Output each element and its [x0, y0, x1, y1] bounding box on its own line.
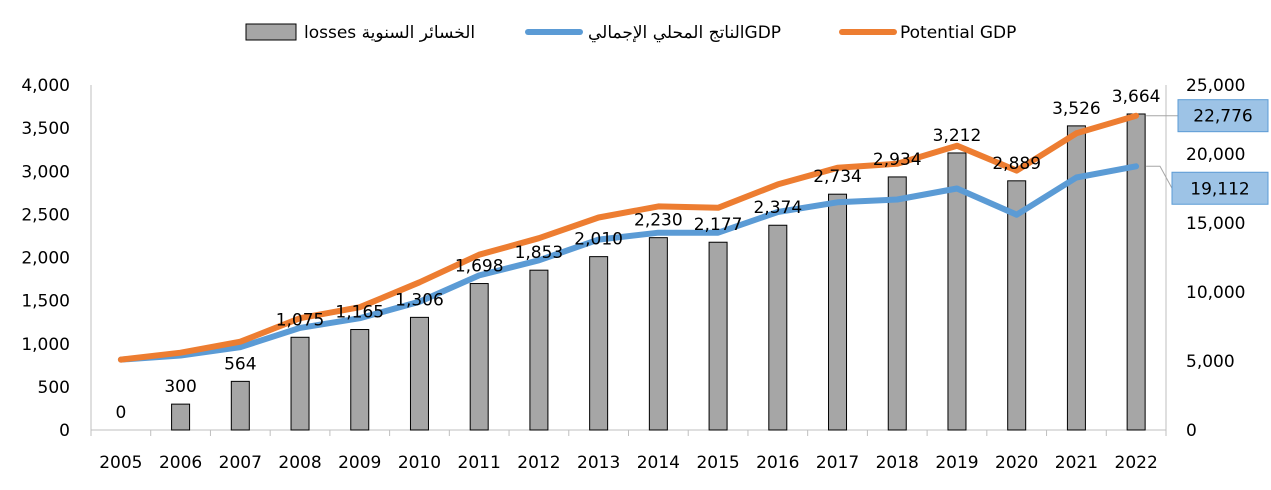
- bar-losses: [171, 403, 191, 431]
- bar-data-label: 2,374: [753, 198, 802, 218]
- bar-data-label: 564: [224, 354, 256, 374]
- left-axis-tick-label: 0: [59, 421, 70, 441]
- bar-losses: [768, 224, 788, 431]
- bar-data-label: 2,230: [634, 211, 683, 231]
- x-axis-tick-label: 2014: [637, 453, 680, 473]
- bar-data-label: 3,212: [933, 126, 982, 146]
- legend-label-losses: losses الخسائر السنوية: [304, 23, 475, 43]
- right-axis-tick-label: 10,000: [1186, 283, 1245, 303]
- x-axis-tick-label: 2010: [398, 453, 441, 473]
- bar-data-label: 2,734: [813, 167, 862, 187]
- bar-data-label: 0: [115, 403, 126, 423]
- bar-losses: [828, 193, 848, 431]
- left-axis-tick-label: 3,000: [21, 162, 70, 182]
- bar-data-label: 2,177: [694, 215, 743, 235]
- x-axis-tick-label: 2018: [876, 453, 919, 473]
- callout-label-gdp: 19,112: [1190, 179, 1249, 199]
- bar-losses: [947, 152, 967, 431]
- x-axis-tick-label: 2011: [458, 453, 501, 473]
- right-axis-tick-label: 25,000: [1186, 76, 1245, 96]
- legend-label-potential: Potential GDP: [900, 23, 1016, 43]
- callout-leader-gdp: [1146, 165, 1173, 189]
- x-axis-tick-label: 2017: [816, 453, 859, 473]
- bar-data-label: 3,526: [1052, 99, 1101, 119]
- legend: losses الخسائر السنوية الناتج المحلي الإج…: [245, 23, 1016, 43]
- potential-gdp-line: [117, 112, 1140, 363]
- bar-losses: [648, 237, 668, 431]
- bar-losses: [290, 336, 310, 431]
- callout-box-gdp: [1171, 171, 1269, 205]
- left-axis-tick-label: 500: [38, 378, 70, 398]
- bar-data-label: 3,664: [1112, 87, 1161, 107]
- bar-data-label: 300: [164, 377, 196, 397]
- left-axis-tick-label: 4,000: [21, 76, 70, 96]
- right-axis-tick-label: 5,000: [1186, 352, 1235, 372]
- lines: [117, 112, 1140, 363]
- x-axis-tick-label: 2019: [935, 453, 978, 473]
- bar-data-label: 1,698: [455, 257, 504, 277]
- x-axis-tick-label: 2021: [1055, 453, 1098, 473]
- left-axis-tick-label: 3,500: [21, 119, 70, 139]
- bar-data-label: 2,934: [873, 150, 922, 170]
- data-labels: 0 300 564 1,075 1,165 1,306 1,698 1,853 2,010 2,2…: [115, 87, 1160, 423]
- bar-losses: [1007, 180, 1027, 431]
- bar-losses: [708, 241, 728, 431]
- callout-label-potential: 22,776: [1193, 107, 1252, 127]
- x-axis-tick-label: 2006: [159, 453, 202, 473]
- axes: 0 500 1,000 1,500 2,000 2,500 3,000 3,500 4,000 0…: [21, 76, 1245, 473]
- x-axis-tick-label: 2012: [517, 453, 560, 473]
- legend-label-gdp: الناتج المحلي الإجماليGDP: [588, 23, 781, 43]
- bar-data-label: 2,889: [992, 154, 1041, 174]
- right-axis-tick-label: 20,000: [1186, 145, 1245, 165]
- x-axis-tick-label: 2007: [219, 453, 262, 473]
- x-axis-tick-label: 2020: [995, 453, 1038, 473]
- left-axis-tick-label: 2,000: [21, 249, 70, 269]
- bar-losses: [350, 329, 370, 431]
- bar-losses: [230, 380, 250, 431]
- gdp-line: [117, 163, 1140, 363]
- bar-data-label: 1,306: [395, 290, 444, 310]
- x-axis-tick-label: 2009: [338, 453, 381, 473]
- bar-losses: [589, 256, 609, 431]
- bar-losses: [1066, 125, 1086, 431]
- legend-swatch-losses: [245, 23, 297, 41]
- left-axis-tick-label: 2,500: [21, 205, 70, 225]
- bar-losses: [1126, 113, 1146, 431]
- bar-losses: [469, 283, 489, 431]
- bar-data-label: 2,010: [574, 230, 623, 250]
- left-axis-tick-label: 1,500: [21, 292, 70, 312]
- left-axis-tick-label: 1,000: [21, 335, 70, 355]
- x-axis-tick-label: 2005: [99, 453, 142, 473]
- x-axis-tick-label: 2008: [278, 453, 321, 473]
- x-axis-tick-label: 2022: [1115, 453, 1158, 473]
- callouts: 22,776 19,112: [1146, 99, 1269, 205]
- x-axis-tick-label: 2015: [696, 453, 739, 473]
- x-axis-tick-label: 2013: [577, 453, 620, 473]
- callout-box-potential: [1177, 99, 1269, 133]
- bar-data-label: 1,165: [335, 303, 384, 323]
- bar-data-label: 1,075: [276, 310, 325, 330]
- bar-losses: [529, 269, 549, 431]
- bar-data-label: 1,853: [515, 243, 564, 263]
- bar-losses: [409, 316, 429, 431]
- right-axis-tick-label: 15,000: [1186, 214, 1245, 234]
- bar-losses: [887, 176, 907, 431]
- right-axis-tick-label: 0: [1186, 421, 1197, 441]
- x-axis-tick-label: 2016: [756, 453, 799, 473]
